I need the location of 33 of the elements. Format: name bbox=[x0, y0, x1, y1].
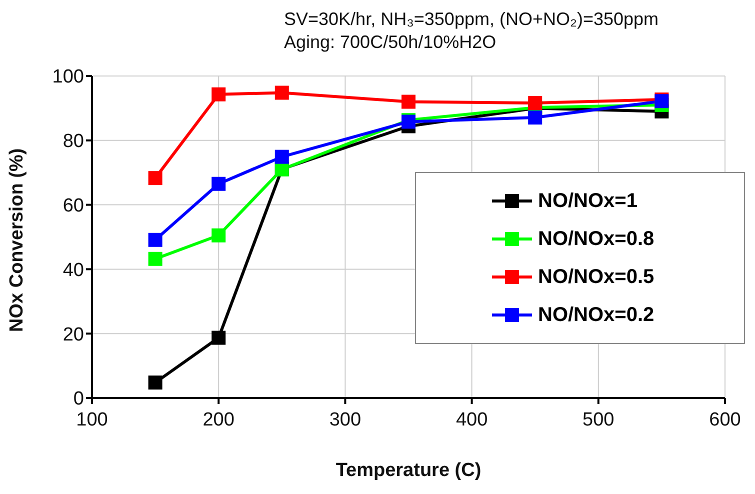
y-tick-label: 0 bbox=[73, 388, 84, 410]
point bbox=[148, 376, 162, 390]
x-tick-label: 300 bbox=[329, 409, 362, 430]
chart-title: SV=30K/hr, NH₃=350ppm, (NO+NO₂)=350ppm bbox=[284, 8, 659, 31]
point bbox=[212, 176, 226, 191]
point bbox=[274, 150, 289, 164]
point bbox=[212, 330, 226, 345]
point bbox=[212, 228, 226, 242]
point bbox=[148, 232, 162, 247]
point bbox=[274, 86, 289, 100]
point bbox=[212, 87, 226, 102]
x-tick-label: 400 bbox=[456, 409, 488, 430]
legend-label: NO/NOx=1 bbox=[538, 190, 638, 212]
point bbox=[148, 252, 162, 266]
y-tick-label: 80 bbox=[62, 131, 84, 152]
point bbox=[148, 171, 162, 186]
legend-label: NO/NOx=0.5 bbox=[538, 266, 654, 288]
y-tick-label: 100 bbox=[52, 66, 84, 88]
x-tick-label: 600 bbox=[709, 409, 741, 430]
x-tick-label: 200 bbox=[202, 409, 234, 430]
x-tick-label: 100 bbox=[76, 409, 108, 430]
point bbox=[528, 96, 542, 110]
legend-label: NO/NOx=0.2 bbox=[538, 304, 654, 326]
y-tick-label: 40 bbox=[62, 260, 84, 281]
y-tick-label: 60 bbox=[62, 196, 84, 217]
y-tick-label: 20 bbox=[62, 324, 84, 346]
y-axis-title: NOx Conversion (%) bbox=[6, 148, 28, 332]
point bbox=[402, 94, 416, 109]
point bbox=[528, 110, 542, 125]
chart-subtitle: Aging: 700C/50h/10%H2O bbox=[284, 31, 498, 54]
x-axis-title: Temperature (C) bbox=[336, 460, 482, 481]
legend-label: NO/NOx=0.8 bbox=[538, 228, 654, 250]
x-tick-label: 500 bbox=[582, 409, 614, 430]
